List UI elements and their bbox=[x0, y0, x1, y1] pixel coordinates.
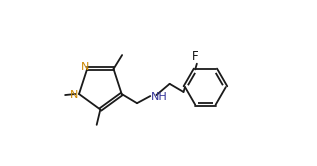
Text: N: N bbox=[81, 62, 89, 72]
Text: N: N bbox=[70, 90, 79, 100]
Text: NH: NH bbox=[151, 92, 168, 102]
Text: F: F bbox=[192, 50, 199, 63]
